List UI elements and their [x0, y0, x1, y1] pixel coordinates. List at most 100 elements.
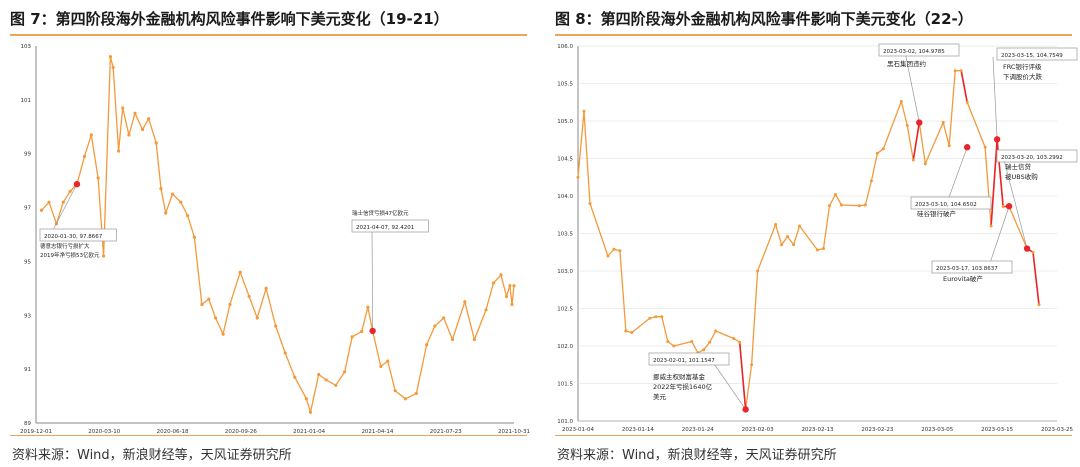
x-tick-label: 2023-02-13	[802, 427, 834, 433]
y-tick-label: 105.5	[557, 82, 573, 88]
data-point	[247, 294, 251, 299]
data-point	[714, 329, 718, 333]
data-point	[82, 154, 87, 159]
data-point	[317, 372, 321, 377]
y-tick-label: 104.0	[557, 194, 573, 200]
data-point	[274, 324, 278, 328]
data-point	[424, 343, 429, 347]
data-point	[816, 248, 819, 252]
data-point	[472, 337, 476, 342]
data-point	[833, 193, 837, 196]
data-point	[1031, 250, 1035, 254]
annotation-value-label: 2023-03-10, 104.6502	[915, 202, 977, 208]
annotation-leader	[371, 228, 373, 331]
data-point	[366, 305, 370, 309]
data-point	[875, 151, 879, 155]
data-point	[159, 187, 163, 191]
x-tick-label: 2020-09-26	[225, 429, 257, 435]
data-point	[905, 124, 909, 127]
data-point	[774, 223, 778, 226]
annotation-box	[996, 47, 1078, 61]
annotation-box	[351, 219, 429, 233]
annotation-note: 被UBS收购	[1005, 172, 1038, 181]
annotation-box	[996, 149, 1078, 163]
annotation-leader	[709, 357, 746, 410]
data-point	[911, 158, 915, 162]
data-point	[61, 200, 65, 204]
data-point	[899, 100, 903, 103]
y-tick-label: 97	[24, 206, 31, 212]
data-point	[403, 397, 408, 401]
annotation-leader	[992, 56, 998, 140]
data-point	[304, 397, 309, 401]
data-point	[792, 243, 796, 247]
data-point	[660, 315, 664, 319]
data-point	[433, 324, 437, 328]
data-point	[164, 211, 168, 215]
data-point	[255, 316, 259, 320]
data-point	[111, 65, 115, 70]
data-point	[576, 175, 580, 179]
title-divider	[10, 34, 527, 36]
x-tick-label: 2021-04-14	[361, 429, 393, 435]
data-point	[450, 337, 455, 342]
x-tick-label: 2023-02-03	[742, 427, 774, 433]
x-tick-label: 2023-02-23	[861, 427, 893, 433]
data-point	[192, 235, 197, 239]
y-tick-label: 102.5	[557, 307, 573, 313]
data-point	[140, 127, 145, 132]
y-tick-label: 103.0	[557, 269, 573, 275]
data-point	[941, 121, 945, 124]
event-marker	[1023, 245, 1031, 252]
annotation-note: 瑞士信贷亏损47亿欧元	[352, 209, 409, 217]
data-point	[207, 297, 211, 301]
data-point	[708, 340, 712, 344]
data-point	[624, 329, 628, 333]
highlight-segment	[960, 70, 968, 103]
data-point	[102, 254, 106, 258]
y-tick-label: 91	[24, 367, 31, 373]
data-point	[283, 351, 287, 355]
x-tick-label: 2023-01-04	[562, 427, 594, 433]
data-point	[221, 332, 225, 336]
annotation-note: 硅谷银行破产	[917, 209, 957, 218]
annotation-box	[648, 352, 730, 366]
y-tick-label: 105.0	[557, 119, 573, 125]
annotation-note: Eurovita破产	[943, 274, 983, 283]
annotation-leader	[988, 206, 1010, 267]
data-point	[386, 359, 390, 363]
chart-panel-dxy-2019-2021: 图 7：第四阶段海外金融机构风险事件影响下美元变化（19-21） 103 101 9…	[0, 0, 535, 467]
data-point	[238, 270, 242, 274]
chart-title: 图 8：第四阶段海外金融机构风险事件影响下美元变化（22-）	[555, 10, 973, 28]
data-point	[1001, 205, 1005, 208]
data-point	[39, 208, 44, 212]
data-point	[630, 331, 634, 334]
chart-panel-dxy-2022-onward: 图 8：第四阶段海外金融机构风险事件影响下美元变化（22-） 106.0 105.…	[545, 0, 1080, 467]
x-tick-label: 2021-10-31	[498, 429, 530, 435]
data-point	[786, 235, 790, 238]
data-point	[96, 176, 100, 180]
x-tick-label: 2023-01-14	[622, 427, 654, 433]
annotation-note: 德意志银行亏损扩大	[40, 242, 90, 250]
annotation-note: 美元	[653, 392, 667, 401]
source-divider	[10, 435, 527, 436]
annotation-value-label: 2021-04-07, 92.4201	[356, 225, 414, 231]
data-point	[672, 344, 676, 348]
data-point	[414, 391, 418, 395]
dxy-line-chart-2023: 106.0 105.5 105.0 104.5 104.0 103.5 103.0 102.5…	[557, 43, 1078, 433]
x-tick-label: 2021-07-23	[430, 429, 462, 435]
series-line	[577, 70, 1040, 410]
data-point	[618, 249, 622, 253]
y-tick-label: 106.0	[557, 44, 573, 50]
chart-source: 资料来源：Wind，新浪财经等，天风证券研究所	[557, 448, 837, 463]
event-marker	[1005, 203, 1013, 210]
annotation-value-label: 2023-02-01, 101.1547	[653, 358, 715, 364]
data-point	[863, 203, 867, 207]
data-point	[379, 364, 383, 369]
y-tick-label: 93	[24, 313, 31, 319]
data-point	[179, 200, 183, 204]
x-tick-label: 2021-01-04	[293, 429, 325, 435]
data-point	[857, 204, 861, 208]
data-point	[47, 200, 51, 204]
data-point	[334, 383, 338, 387]
